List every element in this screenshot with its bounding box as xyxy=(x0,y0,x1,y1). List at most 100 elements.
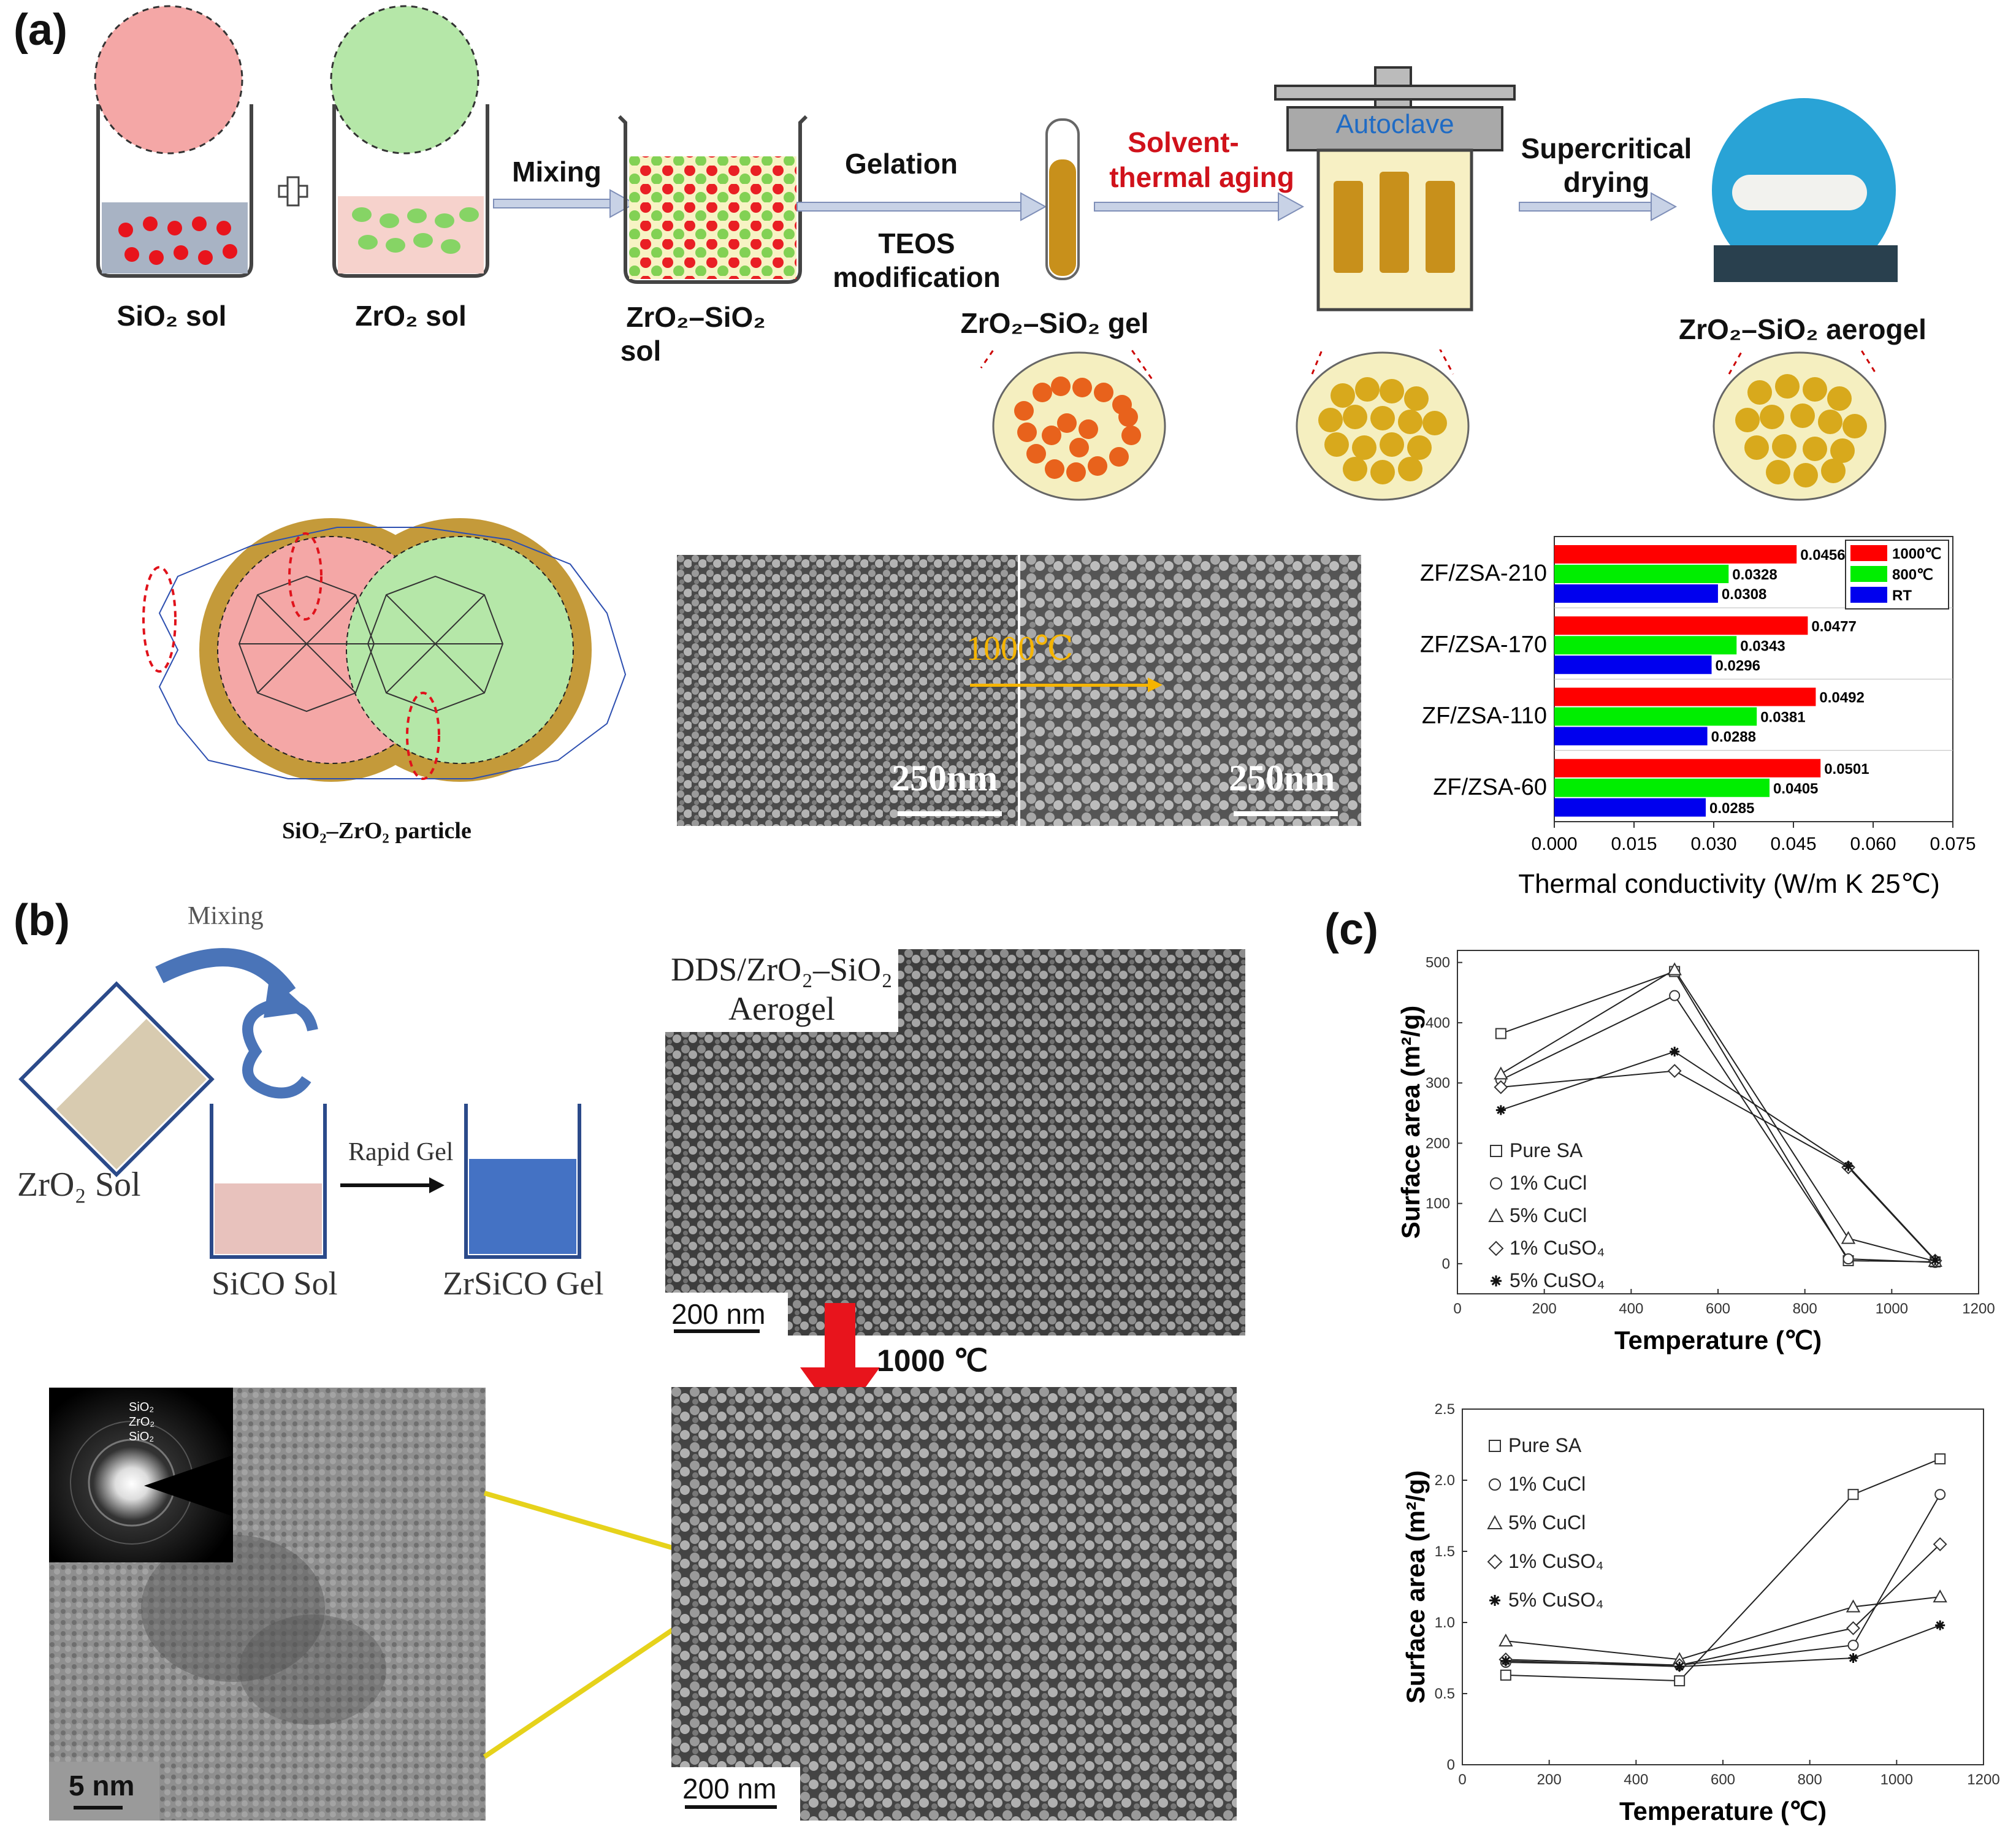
chart-a-legend-swatch xyxy=(1850,566,1887,582)
marker-diamond xyxy=(1933,1537,1947,1551)
xtick-label: 400 xyxy=(1624,1771,1648,1788)
ytick-label: 0 xyxy=(1447,1757,1455,1773)
chart-a-legend-label: 1000℃ xyxy=(1892,546,1941,562)
ytick-label: 1.5 xyxy=(1435,1543,1455,1560)
sem-after-scale: 200 nm xyxy=(682,1773,777,1805)
chart-a-category-label: ZF/ZSA-210 xyxy=(1420,560,1547,586)
drying-arrow xyxy=(1519,192,1678,221)
gel-network-zoom xyxy=(980,350,1166,501)
xtick-label: 400 xyxy=(1619,1301,1643,1317)
tem-scale-bar xyxy=(74,1806,123,1810)
legend-label: 5% CuCl xyxy=(1508,1511,1586,1534)
chart-a-bar-value: 0.0288 xyxy=(1711,729,1756,746)
marker-asterisk xyxy=(1674,1661,1685,1672)
chart-a-xtick-label: 0.015 xyxy=(1611,834,1657,854)
xtick-label: 200 xyxy=(1537,1771,1562,1788)
series-line xyxy=(1500,1050,1936,1261)
chart-a-bar xyxy=(1554,687,1816,706)
tem-scale: 5 nm xyxy=(69,1770,135,1802)
teos-label-line2: modification xyxy=(833,261,1001,293)
chart-a-bar-value: 0.0381 xyxy=(1760,709,1805,726)
marker-square xyxy=(1500,1669,1511,1681)
sem-after-scale-bar xyxy=(685,1805,777,1809)
sico-sol-label: SiCO Sol xyxy=(212,1265,338,1302)
aerogel-network-zoom xyxy=(1712,350,1887,501)
sem-scale-bar-right xyxy=(1234,811,1338,816)
gelation-label: Gelation xyxy=(844,148,958,180)
zrsico-beaker xyxy=(464,1104,581,1259)
bond-network xyxy=(238,575,504,713)
mixed-sol-beaker xyxy=(617,115,808,284)
mixed-sol-label-line2: sol xyxy=(620,335,662,367)
zro2-beaker xyxy=(330,5,489,278)
chart-a-xtick-label: 0.000 xyxy=(1531,834,1577,854)
sem-before-scale: 200 nm xyxy=(671,1298,766,1330)
particle-schematic xyxy=(142,518,627,782)
saed-label-3: SiO₂ xyxy=(129,1430,155,1443)
chart-a-bar xyxy=(1554,616,1808,635)
marker-asterisk xyxy=(1843,1161,1854,1171)
autoclave-vessel xyxy=(1274,66,1516,311)
mixing-label: Mixing xyxy=(512,156,601,188)
surface-area-chart-2: 0 200 400 600 800 1000 1200 0 0.5 1.0 1.5 2.0 2.5 Tem… xyxy=(1401,1401,2000,1825)
panel-a-label: (a) xyxy=(13,6,67,55)
sico-beaker xyxy=(210,1104,327,1259)
marker-circle xyxy=(1934,1489,1946,1500)
chart-a-bar xyxy=(1554,707,1757,726)
saed-label-2: ZrO₂ xyxy=(129,1415,155,1429)
series-line xyxy=(1505,1458,1941,1682)
zro2-sol-label: ZrO₂ sol xyxy=(355,300,467,332)
aged-network-zoom xyxy=(1296,350,1470,501)
chart-a-legend-label: RT xyxy=(1892,587,1912,604)
marker-circle xyxy=(1669,990,1681,1001)
mixing-loop-icon xyxy=(242,999,318,1099)
series-line xyxy=(1500,995,1936,1263)
marker-asterisk xyxy=(1930,1255,1941,1265)
marker-diamond xyxy=(1667,1064,1682,1078)
chart-a-bar xyxy=(1554,655,1712,675)
zrsico-gel-label: ZrSiCO Gel xyxy=(443,1265,604,1302)
chart-a-category-label: ZF/ZSA-60 xyxy=(1433,774,1547,800)
aerogel-label-b-line1: DDS/ZrO₂–SiO₂ xyxy=(671,951,893,988)
chart-a-bar-value: 0.0477 xyxy=(1811,618,1856,635)
panel-b-schematic xyxy=(18,948,581,1259)
series-line xyxy=(1505,1596,1941,1660)
series-line xyxy=(1505,1624,1941,1667)
chart-a-bar-value: 0.0328 xyxy=(1732,567,1777,583)
marker-diamond xyxy=(1487,1554,1503,1570)
marker-triangle xyxy=(1846,1599,1861,1613)
marker-triangle xyxy=(1499,1634,1513,1647)
chart-a-bar-value: 0.0308 xyxy=(1722,586,1766,603)
sem-before: DDS/ZrO₂–SiO₂ Aerogel 200 nm xyxy=(665,949,1245,1336)
mixing-arrow xyxy=(493,189,636,218)
marker-asterisk xyxy=(1500,1656,1511,1666)
marker-diamond xyxy=(1494,1080,1508,1095)
ytick-label: 300 xyxy=(1426,1075,1450,1091)
legend-label: Pure SA xyxy=(1508,1434,1582,1456)
sem-texture xyxy=(677,555,1361,826)
marker-triangle xyxy=(1841,1231,1856,1244)
legend-label: 1% CuSO₄ xyxy=(1510,1237,1605,1259)
panel-c-label: (c) xyxy=(1324,905,1378,954)
zro2-core xyxy=(346,536,574,764)
legend-label: 1% CuCl xyxy=(1510,1172,1587,1194)
marker-triangle xyxy=(1487,1515,1503,1529)
solvent-label-line1: Solvent- xyxy=(1128,126,1239,158)
xtick-label: 1200 xyxy=(1967,1771,1999,1788)
marker-circle xyxy=(1490,1177,1502,1190)
sio2-sol-label: SiO₂ sol xyxy=(116,300,227,332)
surface-groups xyxy=(158,527,627,779)
rapid-gel-label: Rapid Gel xyxy=(348,1138,454,1166)
tem-image: SiO₂ ZrO₂ SiO₂ 5 nm xyxy=(49,1388,486,1821)
ytick-label: 0.5 xyxy=(1435,1686,1455,1702)
chart-a-category-label: ZF/ZSA-110 xyxy=(1422,703,1547,729)
marker-square xyxy=(1847,1489,1859,1500)
zro2-sol-container xyxy=(18,981,215,1177)
chart-a-bar xyxy=(1554,727,1708,746)
particle-caption: SiO₂–ZrO₂ particle xyxy=(282,818,472,844)
teos-label-line1: TEOS xyxy=(878,227,955,259)
ytick-label: 2.5 xyxy=(1435,1401,1455,1418)
chart-a-bar-value: 0.0285 xyxy=(1709,800,1754,817)
marker-diamond xyxy=(1846,1621,1860,1635)
marker-asterisk xyxy=(1491,1275,1502,1286)
